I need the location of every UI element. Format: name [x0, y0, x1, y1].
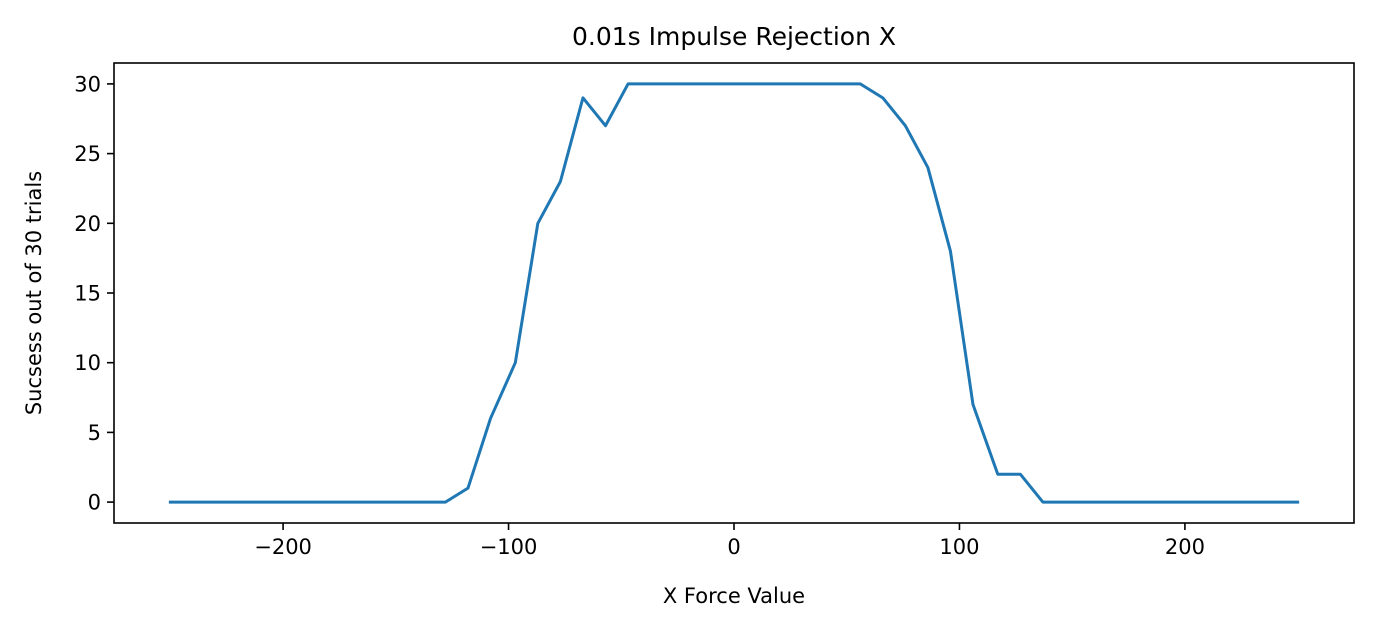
y-tick-label: 5 — [88, 421, 101, 445]
series-line — [168, 82, 1300, 504]
x-tick-label: 100 — [939, 535, 979, 559]
x-tick-label: 200 — [1165, 535, 1205, 559]
x-tick-label: −200 — [254, 535, 312, 559]
x-tick-label: −100 — [480, 535, 538, 559]
y-tick-label: 0 — [88, 491, 101, 515]
y-axis: 0 5 10 15 20 25 30 — [74, 72, 114, 515]
x-axis: −200 −100 0 100 200 — [254, 523, 1205, 559]
y-tick-label: 25 — [74, 142, 101, 166]
x-tick-label: 0 — [727, 535, 740, 559]
y-tick-label: 30 — [74, 72, 101, 96]
plot-area — [168, 82, 1300, 504]
y-axis-title: Sucsess out of 30 trials — [22, 171, 46, 415]
chart-title: 0.01s Impulse Rejection X — [572, 22, 896, 51]
y-tick-label: 20 — [74, 212, 101, 236]
y-tick-label: 15 — [74, 282, 101, 306]
y-tick-label: 10 — [74, 351, 101, 375]
x-axis-title: X Force Value — [663, 584, 805, 608]
